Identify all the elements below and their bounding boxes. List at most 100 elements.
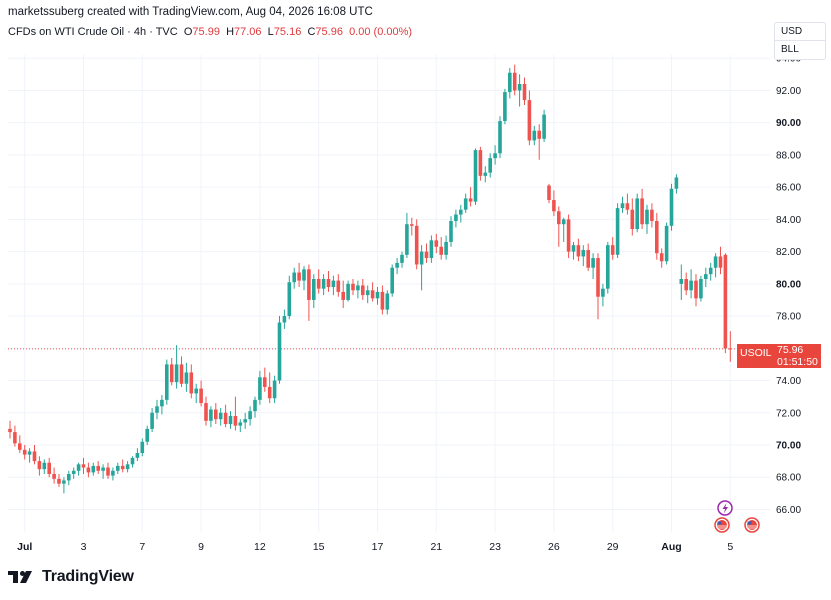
candle[interactable] (483, 166, 488, 183)
candle[interactable] (204, 396, 208, 426)
candle[interactable] (263, 367, 267, 392)
candle[interactable] (297, 262, 301, 288)
candle[interactable] (341, 280, 345, 309)
candle[interactable] (650, 203, 654, 228)
candle[interactable] (395, 258, 399, 275)
candle[interactable] (174, 345, 179, 389)
candle[interactable] (120, 459, 125, 473)
candle[interactable] (708, 262, 713, 281)
candle[interactable] (625, 193, 630, 215)
candle[interactable] (184, 362, 189, 392)
candle[interactable] (620, 196, 625, 213)
candle[interactable] (253, 396, 257, 418)
candle[interactable] (258, 370, 262, 405)
candle[interactable] (76, 462, 81, 476)
candle[interactable] (635, 193, 639, 233)
candle[interactable] (272, 375, 277, 404)
candle[interactable] (444, 235, 448, 260)
candle[interactable] (8, 420, 12, 439)
candle[interactable] (209, 406, 213, 428)
candle[interactable] (365, 285, 370, 304)
candle[interactable] (615, 203, 620, 259)
candle[interactable] (316, 269, 321, 294)
candle[interactable] (321, 274, 326, 296)
candle[interactable] (71, 467, 76, 479)
candle[interactable] (493, 145, 497, 165)
candle[interactable] (601, 283, 605, 307)
candle[interactable] (655, 212, 659, 260)
candle[interactable] (630, 198, 635, 236)
candle[interactable] (713, 253, 718, 278)
candle[interactable] (488, 153, 492, 178)
candle[interactable] (42, 459, 47, 474)
candle[interactable] (282, 309, 287, 329)
candle[interactable] (356, 280, 360, 299)
candle[interactable] (571, 241, 576, 260)
candle[interactable] (390, 264, 394, 297)
candle[interactable] (130, 456, 135, 468)
candle[interactable] (214, 403, 218, 425)
candle[interactable] (228, 411, 233, 429)
candle[interactable] (522, 77, 527, 105)
candle[interactable] (307, 264, 311, 321)
candle[interactable] (659, 248, 664, 268)
candle[interactable] (503, 88, 507, 125)
candle[interactable] (62, 477, 66, 494)
candle[interactable] (679, 264, 684, 300)
candle[interactable] (566, 214, 571, 259)
candle[interactable] (233, 396, 238, 431)
tradingview-logo[interactable]: TradingView (8, 568, 134, 586)
candle[interactable] (370, 282, 375, 302)
candle[interactable] (454, 209, 458, 228)
us-flag-event-icon[interactable] (714, 517, 730, 533)
candle[interactable] (468, 187, 473, 207)
candle[interactable] (165, 359, 169, 405)
candle[interactable] (287, 275, 292, 320)
candle[interactable] (532, 125, 537, 146)
candle[interactable] (517, 74, 522, 107)
candle[interactable] (547, 183, 551, 204)
candle[interactable] (429, 235, 434, 263)
candle[interactable] (610, 237, 615, 260)
candle[interactable] (27, 448, 32, 463)
candle[interactable] (537, 124, 541, 160)
candle[interactable] (439, 237, 443, 260)
candle[interactable] (96, 461, 100, 474)
candle[interactable] (645, 204, 649, 234)
candle[interactable] (405, 212, 409, 259)
candle[interactable] (135, 448, 140, 462)
candle[interactable] (419, 245, 424, 291)
candle[interactable] (527, 90, 532, 146)
candle[interactable] (86, 462, 91, 478)
candle[interactable] (32, 444, 37, 465)
candle[interactable] (248, 406, 252, 426)
candle[interactable] (380, 285, 385, 315)
candle[interactable] (346, 280, 350, 302)
candle[interactable] (91, 462, 96, 476)
candle[interactable] (155, 399, 159, 420)
candle[interactable] (189, 364, 194, 399)
candle[interactable] (145, 425, 149, 445)
candle[interactable] (718, 246, 723, 275)
candle[interactable] (150, 407, 154, 433)
currency-option[interactable]: USD (781, 26, 803, 37)
candle[interactable] (552, 190, 556, 217)
candle[interactable] (385, 290, 390, 315)
candle[interactable] (561, 217, 566, 242)
candle[interactable] (400, 251, 404, 268)
candle[interactable] (218, 407, 223, 426)
candle[interactable] (160, 395, 164, 415)
candle[interactable] (101, 464, 105, 479)
candle[interactable] (361, 278, 365, 300)
candle[interactable] (169, 357, 174, 386)
candle[interactable] (591, 253, 595, 279)
candle[interactable] (640, 188, 644, 230)
candle[interactable] (140, 438, 145, 457)
candle[interactable] (694, 274, 698, 307)
candle[interactable] (18, 435, 22, 454)
candle[interactable] (512, 64, 517, 96)
candle[interactable] (557, 206, 561, 247)
candle[interactable] (699, 275, 703, 302)
candle[interactable] (52, 467, 56, 484)
candle[interactable] (37, 456, 42, 476)
